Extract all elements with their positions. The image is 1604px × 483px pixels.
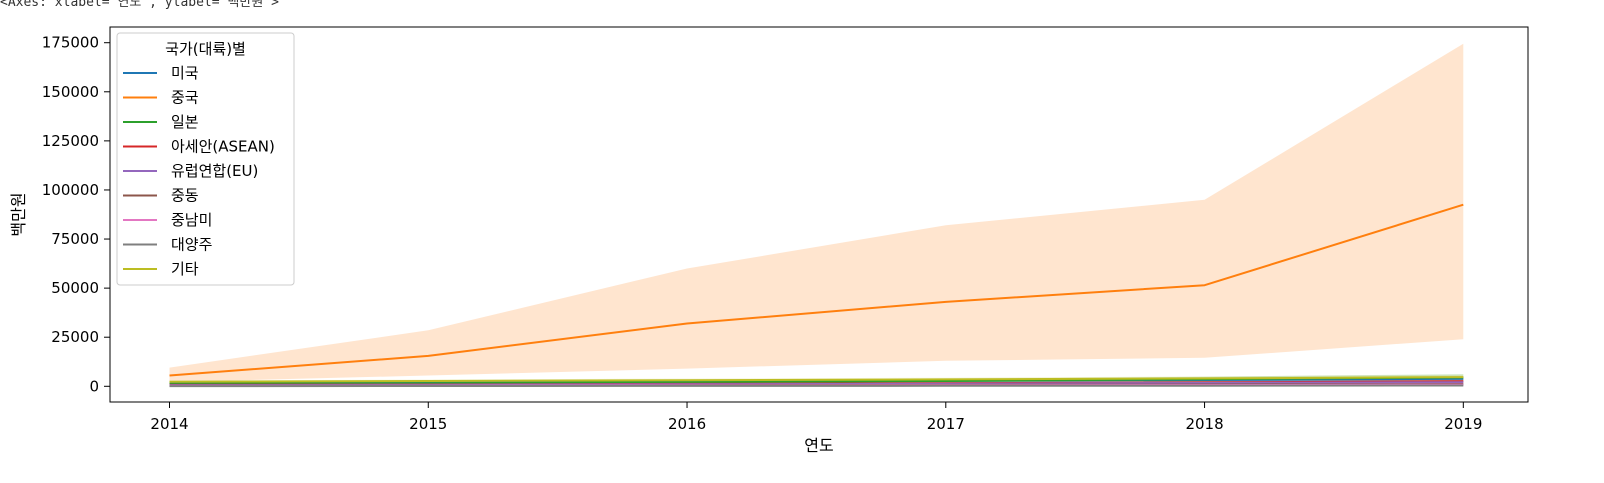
x-tick-label: 2016 xyxy=(668,415,706,433)
series-line-2 xyxy=(169,203,1464,377)
legend-label: 일본 xyxy=(171,113,199,131)
legend-box xyxy=(116,32,295,286)
series-lines xyxy=(169,203,1464,388)
y-tick-label: 75000 xyxy=(51,230,99,248)
y-axis-title: 백만원 xyxy=(9,192,28,236)
legend-item: 중남미 xyxy=(123,211,212,229)
series-line-9 xyxy=(169,376,1464,383)
y-tick-label: 50000 xyxy=(51,279,99,297)
ci-band-2 xyxy=(169,43,1464,382)
confidence-bands xyxy=(169,43,1464,387)
legend-label: 중남미 xyxy=(171,211,212,229)
series-line-8 xyxy=(169,384,1464,388)
plot-frame xyxy=(109,26,1529,403)
y-tick-label: 25000 xyxy=(51,328,99,346)
legend-item: 대양주 xyxy=(123,236,212,254)
y-tick-label: 0 xyxy=(89,377,99,395)
legend-label: 대양주 xyxy=(171,236,212,254)
legend-item: 유럽연합(EU) xyxy=(123,162,258,180)
legend-label: 미국 xyxy=(171,64,199,82)
axes-repr-text: <Axes: xlabel='연도', ylabel='백만원'> xyxy=(0,0,279,10)
x-tick-label: 2018 xyxy=(1185,415,1223,433)
x-axis-title: 연도 xyxy=(804,436,833,455)
x-tick-label: 2014 xyxy=(150,415,188,433)
y-tick-label: 150000 xyxy=(42,83,99,101)
legend-item: 기타 xyxy=(123,260,199,278)
x-tick-label: 2015 xyxy=(409,415,447,433)
legend-label: 중동 xyxy=(171,187,199,205)
x-tick-label: 2019 xyxy=(1444,415,1482,433)
x-axis: 2014 2015 2016 2017 2018 2019 xyxy=(150,402,1482,433)
legend-title: 국가(대륙)별 xyxy=(165,40,246,58)
x-tick-label: 2017 xyxy=(927,415,965,433)
y-tick-label: 175000 xyxy=(42,34,99,52)
legend-label: 중국 xyxy=(171,89,199,107)
legend-item: 중동 xyxy=(123,187,199,205)
y-tick-label: 100000 xyxy=(42,181,99,199)
y-tick-label: 125000 xyxy=(42,132,99,150)
legend-label: 유럽연합(EU) xyxy=(171,162,258,180)
legend-item: 일본 xyxy=(123,113,199,131)
legend-item: 중국 xyxy=(123,89,199,107)
legend-item: 아세안(ASEAN) xyxy=(123,138,275,156)
legend-label: 아세안(ASEAN) xyxy=(171,138,275,156)
y-axis: 0 25000 50000 75000 100000 125000 150000 175000 xyxy=(42,34,110,395)
legend-label: 기타 xyxy=(171,260,199,278)
legend-item: 미국 xyxy=(123,64,199,82)
